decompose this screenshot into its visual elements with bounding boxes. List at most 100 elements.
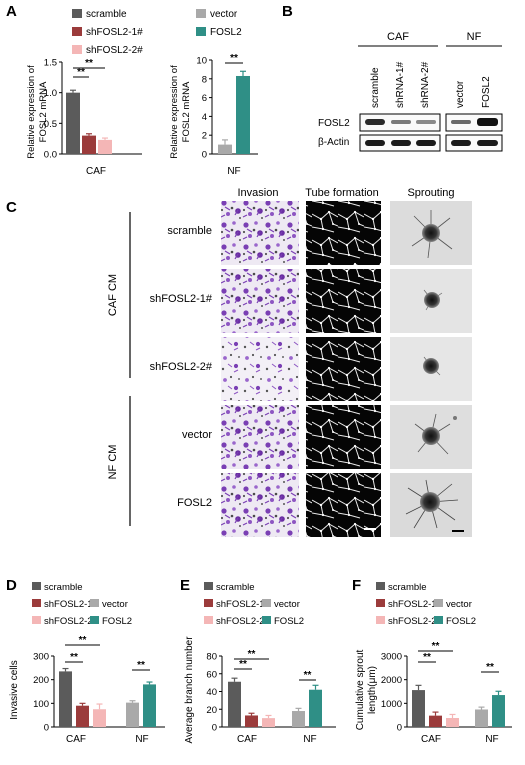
- panel-f-legend-label-shfosl2-2: shFOSL2-2#: [388, 616, 443, 627]
- panel-a-left-ylabel-line1: Relative expression of: [26, 65, 37, 159]
- band-fosl2-scramble: [365, 119, 385, 125]
- panel-a-left-ylabel-line2: FOSL2 mRNA: [38, 81, 49, 142]
- sprout-image-fosl2: [390, 473, 472, 537]
- panel-e-xtick-label-nf: NF: [303, 734, 316, 745]
- panel-d-bar-shfosl2-1: [76, 705, 89, 727]
- panel-a-right-chart: 0 2 4 6 8 10 **: [196, 53, 258, 161]
- band-fosl2-fosl2: [477, 118, 498, 126]
- invasion-image-scramble: [221, 201, 299, 265]
- western-blot-nf: [445, 113, 503, 152]
- panel-e-legend-label-shfosl2-2: shFOSL2-2#: [216, 616, 271, 627]
- band-actin-shrna-2: [416, 140, 436, 146]
- panel-f-legend-swatch-vector: [434, 599, 443, 607]
- western-row-fosl2: FOSL2: [318, 118, 350, 129]
- panel-d-ytick-label: 300: [33, 652, 49, 663]
- panel-f-legend-swatch-fosl2: [434, 616, 443, 624]
- band-actin-vector: [451, 140, 471, 146]
- panel-a-left-bar-shfosl2-1: [82, 135, 96, 154]
- panel-d-ylabel: Invasive cells: [9, 660, 20, 719]
- panel-a-right-ytick-label: 8: [202, 74, 207, 85]
- panel-d-legend-label-vector: vector: [102, 599, 128, 610]
- panel-a-right-ytick-label: 4: [202, 112, 207, 123]
- panel-a-left-sig-label: **: [77, 67, 85, 78]
- sprout-image-shfosl2-2: [390, 337, 472, 401]
- panel-f-bar-scramble: [412, 690, 425, 727]
- panel-d-sig-label: **: [137, 660, 145, 671]
- panel-f-sig-label: **: [423, 652, 431, 663]
- invasion-image-shfosl2-2: [221, 337, 299, 401]
- panel-d-ytick-label: 0: [44, 723, 49, 734]
- panel-letter-a: A: [6, 3, 17, 20]
- panel-f-bar-vector: [475, 709, 488, 727]
- western-group-nf: NF: [467, 31, 482, 43]
- panel-e-xtick-label-caf: CAF: [237, 734, 257, 745]
- panel-a-right-bar-vector: [218, 144, 232, 154]
- panel-e-legend: scramble shFOSL2-1# shFOSL2-2#vector FOSL2: [204, 582, 304, 627]
- panel-f-bar-shfosl2-2: [446, 718, 459, 727]
- group-label-caf-cm: CAF CM: [107, 274, 119, 316]
- band-actin-shrna-1: [391, 140, 411, 146]
- panel-d-legend-label-scramble: scramble: [44, 582, 83, 593]
- panel-letter-c: C: [6, 199, 17, 216]
- panel-d-bar-fosl2: [143, 684, 156, 727]
- panel-a-left-sig-label: **: [85, 58, 93, 69]
- sprout-image-shfosl2-1: [390, 269, 472, 333]
- panel-f-ytick-label: 2000: [381, 675, 402, 686]
- panel-f-sig-label: **: [432, 641, 440, 652]
- panel-e-legend-label-fosl2: FOSL2: [274, 616, 304, 627]
- panel-a-left-xlabel: CAF: [86, 166, 106, 177]
- panel-e-legend-swatch-vector: [262, 599, 271, 607]
- panel-a-right-ytick-label: 0: [202, 150, 207, 161]
- panel-d-legend-swatch-fosl2: [90, 616, 99, 624]
- row-label-shfosl2-2: shFOSL2-2#: [150, 361, 213, 373]
- panel-a-right-sig-label: **: [230, 53, 238, 64]
- band-fosl2-shrna-1: [391, 120, 411, 124]
- group-label-nf-cm: NF CM: [107, 445, 119, 480]
- western-lane-scramble: scramble: [370, 67, 381, 108]
- panel-e-ytick-label: 0: [212, 723, 217, 734]
- panel-d-bar-scramble: [59, 671, 72, 727]
- panel-f-legend-swatch-shfosl2-2: [376, 616, 385, 624]
- panel-e-bar-scramble: [228, 681, 241, 727]
- panel-a-right-ytick-label: 10: [196, 56, 207, 67]
- legend-label-shfosl2-1: shFOSL2-1#: [86, 27, 143, 38]
- panel-d-bar-shfosl2-2: [93, 709, 106, 727]
- band-fosl2-vector: [451, 120, 471, 124]
- panel-a-right-ytick-label: 6: [202, 93, 207, 104]
- panel-e-sig-label: **: [304, 670, 312, 681]
- panel-f-ytick-label: 1000: [381, 699, 402, 710]
- panel-e-ytick-label: 40: [206, 687, 217, 698]
- panel-f-legend-swatch-scramble: [376, 582, 385, 590]
- panel-f-ylabel-line2: length(μm): [367, 666, 378, 714]
- panel-a-right-legend: vector FOSL2: [196, 9, 242, 38]
- panel-e-ytick-label: 80: [206, 652, 217, 663]
- panel-e-ytick-label: 60: [206, 669, 217, 680]
- western-lane-shrna-2: shRNA-2#: [420, 61, 431, 108]
- panel-letter-f: F: [352, 577, 361, 594]
- invasion-image-shfosl2-1: [221, 269, 299, 333]
- panel-a-left-bar-scramble: [66, 92, 80, 154]
- panel-a-left-ytick-label: 0.0: [44, 150, 57, 161]
- legend-swatch-scramble: [72, 9, 82, 18]
- band-fosl2-shrna-2: [416, 120, 436, 124]
- panel-a-right-ylabel-line2: FOSL2 mRNA: [181, 81, 192, 142]
- panel-e-legend-label-vector: vector: [274, 599, 300, 610]
- invasion-image-vector: [221, 405, 299, 469]
- panel-f-ylabel-line1: Cumulative sprout: [355, 649, 366, 730]
- tube-image-shfosl2-1: [306, 269, 381, 333]
- legend-label-vector: vector: [210, 9, 238, 20]
- panel-e-sig-label: **: [239, 659, 247, 670]
- panel-a-left-ytick-label: 1.5: [44, 58, 57, 69]
- panel-e-legend-swatch-shfosl2-1: [204, 599, 213, 607]
- invasion-image-fosl2: [221, 473, 299, 537]
- panel-f-xtick-label-caf: CAF: [421, 734, 441, 745]
- panel-f-ytick-label: 3000: [381, 652, 402, 663]
- panel-a-left-ytick-label: 0.5: [44, 119, 57, 130]
- panel-a-left-legend: scramble shFOSL2-1# shFOSL2-2#: [72, 9, 143, 56]
- panel-letter-b: B: [282, 3, 293, 20]
- panel-d-legend-label-shfosl2-1: shFOSL2-1#: [44, 599, 99, 610]
